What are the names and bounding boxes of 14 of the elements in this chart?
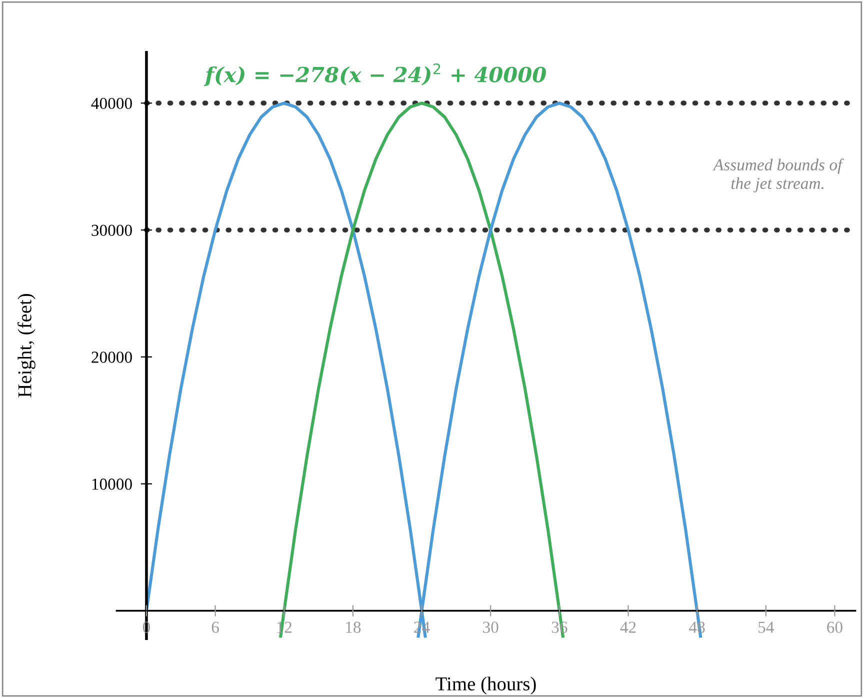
x-tick-label: 18	[346, 622, 361, 633]
y-tick-label: 40000	[91, 98, 132, 110]
annotation: Assumed bounds of the jet stream.	[712, 158, 844, 192]
y-tick-label: 20000	[92, 352, 132, 363]
y-tick-label: 10000	[92, 478, 132, 490]
x-tick-label: 6	[212, 622, 219, 633]
y-tick-label: 30000	[92, 224, 132, 236]
x-tick-label: 60	[827, 622, 842, 633]
y-axis-title: Height, (feet)	[17, 294, 36, 398]
x-tick-label: 42	[620, 622, 636, 633]
x-axis-title: Time (hours)	[436, 676, 536, 694]
text: f(x) = −278(x − 24)$^{2}$ + 40000	[204, 63, 546, 86]
x-tick-label: 54	[758, 622, 774, 633]
x-tick-label: 30	[483, 622, 498, 633]
